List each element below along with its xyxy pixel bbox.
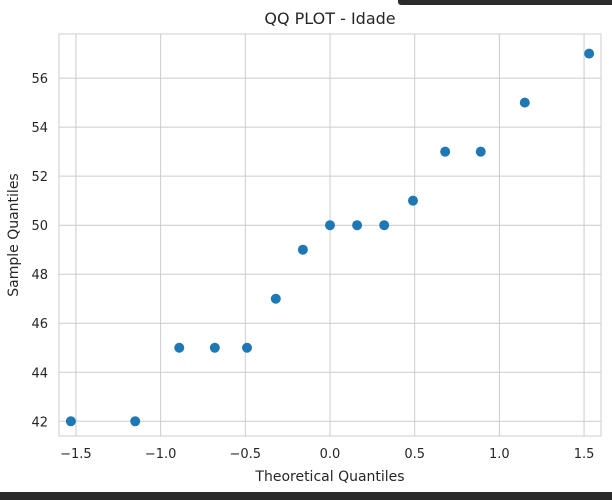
y-tick-label: 42: [31, 415, 48, 430]
data-point: [209, 342, 220, 353]
data-point: [325, 220, 335, 231]
y-tick-label: 56: [31, 72, 48, 87]
data-point: [242, 342, 253, 353]
y-tick-label: 52: [31, 170, 48, 185]
window-bottom-edge: [0, 492, 612, 500]
data-point: [519, 97, 530, 108]
x-tick-label: −1.0: [145, 447, 177, 462]
plot-frame: [58, 33, 602, 437]
data-point: [174, 342, 185, 353]
y-tick-labels: 42 44 46 48 50 52 54 56: [31, 72, 48, 430]
x-tick-label: −0.5: [230, 447, 262, 462]
x-tick-label: 0.5: [404, 447, 425, 462]
window-top-edge: [398, 0, 612, 5]
data-point: [352, 220, 363, 231]
y-tick-label: 44: [31, 366, 48, 381]
y-tick-label: 50: [31, 219, 48, 234]
data-point: [440, 146, 451, 157]
data-point: [297, 244, 308, 255]
data-point: [407, 195, 418, 206]
x-tick-label: 1.5: [574, 447, 595, 462]
y-tick-label: 54: [31, 121, 48, 136]
x-tick-labels: −1.5 −1.0 −0.5 0.0 0.5 1.0 1.5: [60, 447, 594, 462]
data-point: [584, 48, 595, 59]
grid: [59, 34, 601, 436]
data-point: [475, 146, 486, 157]
data-point: [65, 416, 76, 427]
data-points: [65, 48, 595, 427]
data-point: [130, 416, 141, 427]
x-axis-label: Theoretical Quantiles: [254, 469, 404, 485]
x-tick-label: −1.5: [60, 447, 92, 462]
chart-title: QQ PLOT - Idade: [264, 9, 395, 28]
x-tick-label: 0.0: [320, 447, 341, 462]
y-tick-label: 48: [31, 268, 48, 283]
x-tick-label: 1.0: [489, 447, 510, 462]
data-point: [379, 220, 390, 231]
y-tick-label: 46: [31, 317, 48, 332]
data-point: [270, 293, 281, 304]
y-axis-label: Sample Quantiles: [6, 173, 22, 296]
